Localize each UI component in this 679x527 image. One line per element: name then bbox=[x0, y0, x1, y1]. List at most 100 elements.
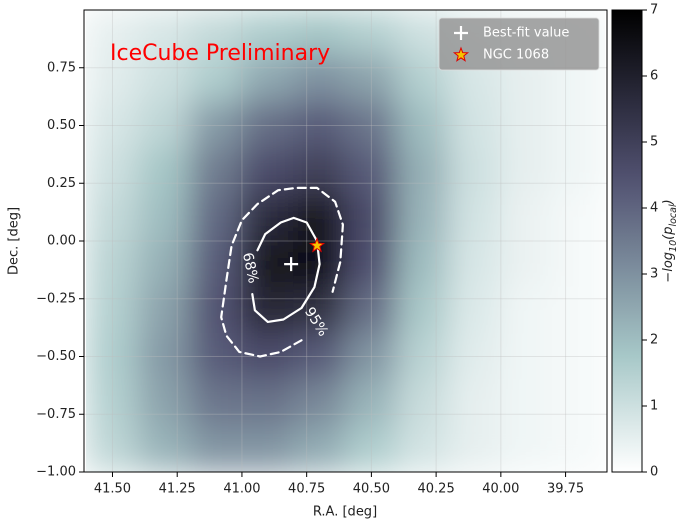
colorbar-tick-label: 4 bbox=[650, 201, 658, 216]
colorbar-label-part: −log bbox=[661, 252, 676, 283]
heat-cell bbox=[189, 55, 243, 103]
y-tick-label: 0.75 bbox=[47, 60, 76, 75]
heat-cell bbox=[86, 240, 139, 288]
heat-cell bbox=[137, 286, 191, 334]
colorbar-tick-label: 5 bbox=[650, 135, 658, 150]
heat-cell bbox=[86, 286, 139, 334]
heat-cell bbox=[448, 425, 502, 472]
heat-cell bbox=[345, 55, 398, 103]
plus-marker bbox=[454, 26, 468, 40]
heat-cell bbox=[241, 148, 295, 196]
heat-cell bbox=[552, 194, 605, 242]
annotation: IceCube Preliminary bbox=[110, 41, 330, 66]
y-tick-label: 0.50 bbox=[47, 118, 76, 133]
heat-cell bbox=[86, 425, 139, 472]
heat-cell bbox=[448, 148, 502, 196]
colorbar-label-part: (p bbox=[661, 227, 676, 240]
heat-cell bbox=[189, 10, 243, 57]
heat-cell bbox=[241, 379, 295, 427]
heat-cell bbox=[345, 10, 398, 57]
heat-cell bbox=[241, 332, 295, 381]
heat-cell bbox=[86, 55, 139, 103]
heat-cell bbox=[500, 240, 554, 288]
heat-cell bbox=[552, 240, 605, 288]
legend-label: NGC 1068 bbox=[483, 48, 549, 63]
heat-cell bbox=[137, 148, 191, 196]
heat-cell bbox=[396, 425, 450, 472]
heat-cell bbox=[241, 55, 295, 103]
heat-cell bbox=[448, 332, 502, 381]
heat-cell bbox=[396, 148, 450, 196]
colorbar bbox=[611, 9, 643, 473]
heat-cell bbox=[448, 101, 502, 150]
contour-line bbox=[251, 216, 321, 323]
heat-cell bbox=[137, 425, 191, 472]
heat-cell bbox=[552, 332, 605, 381]
heat-cell bbox=[137, 55, 191, 103]
heat-cell bbox=[552, 148, 605, 196]
heat-cell bbox=[293, 10, 346, 57]
contour-line bbox=[220, 186, 344, 358]
heat-cell bbox=[500, 101, 554, 150]
heat-cell bbox=[500, 286, 554, 334]
heat-cell bbox=[241, 10, 295, 57]
x-tick-label: 39.75 bbox=[547, 482, 584, 497]
x-tick-label: 40.75 bbox=[288, 482, 325, 497]
heat-cell bbox=[293, 425, 346, 472]
heat-cell bbox=[189, 286, 243, 334]
plus-marker bbox=[284, 257, 299, 272]
heat-cell bbox=[86, 10, 139, 57]
heat-cell bbox=[500, 425, 554, 472]
heat-cell bbox=[137, 10, 191, 57]
colorbar-label-part: ) bbox=[661, 199, 676, 205]
heat-cell bbox=[345, 240, 398, 288]
heat-cell bbox=[345, 148, 398, 196]
colorbar-tick-label: 0 bbox=[650, 465, 658, 480]
y-tick-label: −0.50 bbox=[36, 349, 76, 364]
colorbar-tick-label: 6 bbox=[650, 69, 658, 84]
heat-cell bbox=[137, 379, 191, 427]
heat-cell bbox=[345, 425, 398, 472]
y-tick-label: 0.00 bbox=[47, 234, 76, 249]
heat-cell bbox=[189, 101, 243, 150]
x-tick-label: 41.50 bbox=[94, 482, 131, 497]
heat-cell bbox=[552, 379, 605, 427]
colorbar-label: −log10(plocal) bbox=[661, 199, 679, 282]
heat-cell bbox=[345, 332, 398, 381]
x-tick-label: 41.00 bbox=[223, 482, 260, 497]
heat-cell bbox=[293, 101, 346, 150]
heat-cell bbox=[86, 379, 139, 427]
colorbar-tick-label: 2 bbox=[650, 333, 658, 348]
heat-cell bbox=[137, 240, 191, 288]
heat-cell bbox=[293, 379, 346, 427]
heat-cell bbox=[396, 332, 450, 381]
heat-cell bbox=[241, 101, 295, 150]
heat-cell bbox=[448, 379, 502, 427]
heat-cell bbox=[189, 425, 243, 472]
x-axis-label: R.A. [deg] bbox=[313, 505, 377, 520]
heat-cell bbox=[396, 379, 450, 427]
colorbar-tick-label: 1 bbox=[650, 399, 658, 414]
heat-cell bbox=[500, 379, 554, 427]
heat-cell bbox=[189, 379, 243, 427]
heat-cell bbox=[189, 332, 243, 381]
heat-cell bbox=[241, 286, 295, 334]
heat-cell bbox=[86, 332, 139, 381]
heat-cell bbox=[552, 101, 605, 150]
heat-cell bbox=[189, 148, 243, 196]
heat-cell bbox=[189, 240, 243, 288]
heat-cell bbox=[448, 286, 502, 334]
star-marker bbox=[452, 46, 470, 62]
heat-cell bbox=[137, 101, 191, 150]
heat-cell bbox=[396, 194, 450, 242]
heat-cell bbox=[293, 55, 346, 103]
colorbar-tick-label: 7 bbox=[650, 3, 658, 18]
heat-cell bbox=[345, 286, 398, 334]
heat-cell bbox=[137, 194, 191, 242]
star-marker bbox=[309, 237, 326, 253]
y-tick-label: −0.75 bbox=[36, 407, 76, 422]
heat-cell bbox=[137, 332, 191, 381]
heat-cell bbox=[293, 194, 346, 242]
heat-cell bbox=[86, 148, 139, 196]
x-tick-label: 40.25 bbox=[418, 482, 455, 497]
